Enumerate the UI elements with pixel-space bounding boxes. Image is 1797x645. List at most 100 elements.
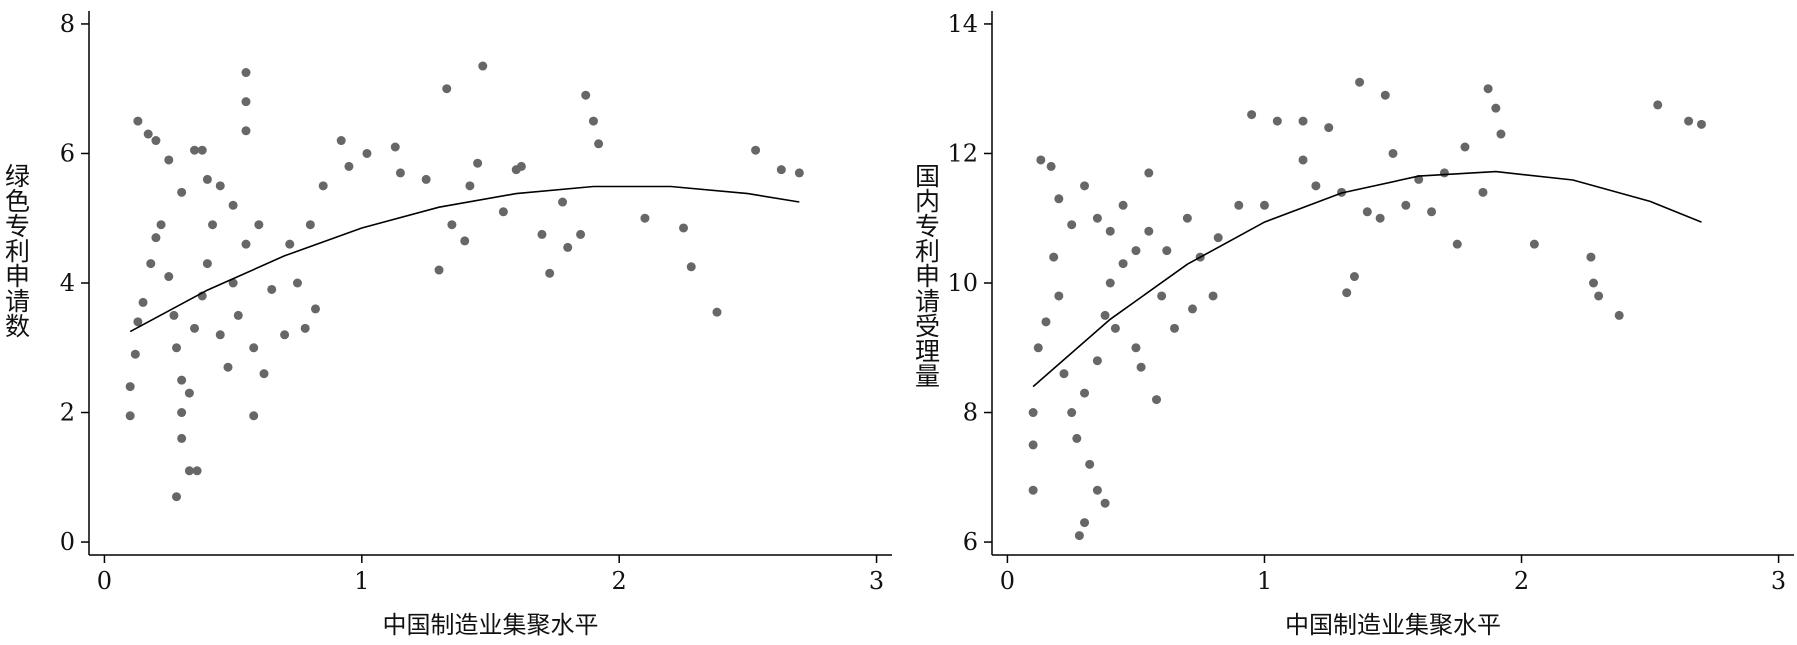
point [164, 272, 174, 282]
point [300, 323, 310, 333]
point [1105, 278, 1115, 288]
point [249, 411, 259, 421]
point [1144, 168, 1154, 178]
point [751, 145, 761, 155]
point [558, 197, 568, 207]
point [1298, 155, 1308, 165]
point [1380, 90, 1390, 100]
point [1355, 77, 1365, 87]
x-tick-label: 2 [1514, 567, 1529, 595]
point [215, 330, 225, 340]
point [344, 161, 354, 171]
point [133, 116, 143, 126]
point [208, 220, 218, 230]
point [202, 259, 212, 269]
point [1080, 518, 1090, 528]
y-tick-label: 10 [947, 269, 978, 297]
point [545, 268, 555, 278]
point [1036, 155, 1046, 165]
point [1614, 310, 1624, 320]
point [177, 408, 187, 418]
x-tick-label: 3 [1771, 567, 1786, 595]
point [172, 343, 182, 353]
point [1452, 239, 1462, 249]
point [184, 466, 194, 476]
point [1118, 200, 1128, 210]
point [581, 90, 591, 100]
point [1208, 291, 1218, 301]
point [1496, 129, 1506, 139]
point [233, 310, 243, 320]
point [1460, 142, 1470, 152]
point [1324, 123, 1334, 133]
point [1046, 161, 1056, 171]
y-tick-label: 14 [947, 10, 978, 38]
point [1213, 233, 1223, 243]
point [184, 388, 194, 398]
point [1491, 103, 1501, 113]
fit-line [1032, 170, 1702, 388]
point [1033, 343, 1043, 353]
point [362, 148, 372, 158]
point [202, 174, 212, 184]
point [192, 466, 202, 476]
point [1375, 213, 1385, 223]
point [498, 207, 508, 217]
point [1092, 485, 1102, 495]
point [133, 317, 143, 327]
point [1144, 226, 1154, 236]
point [1092, 356, 1102, 366]
y-tick-label: 4 [60, 269, 75, 297]
point [1100, 310, 1110, 320]
y-tick-label: 6 [60, 139, 75, 167]
point [125, 382, 135, 392]
x-axis-label: 中国制造业集聚水平 [383, 611, 599, 639]
y-axis-label: 国内专利申请受理量 [912, 163, 941, 388]
point [228, 200, 238, 210]
point [1041, 317, 1051, 327]
x-tick-label: 1 [1257, 567, 1272, 595]
point [1074, 531, 1084, 541]
point [1092, 213, 1102, 223]
point [563, 242, 573, 252]
point [1085, 459, 1095, 469]
point [1067, 220, 1077, 230]
point [125, 411, 135, 421]
x-tick-label: 0 [1000, 567, 1015, 595]
point [1483, 84, 1493, 94]
point [679, 223, 689, 233]
point [1298, 116, 1308, 126]
x-axis-label: 中国制造业集聚水平 [1285, 611, 1501, 639]
point [151, 233, 161, 243]
point [177, 187, 187, 197]
point [177, 375, 187, 385]
y-tick-label: 12 [947, 139, 978, 167]
point [241, 239, 251, 249]
y-tick-label: 0 [60, 528, 75, 556]
point [151, 136, 161, 146]
point [1362, 207, 1372, 217]
y-tick-label: 8 [963, 399, 978, 427]
point [390, 142, 400, 152]
point [285, 239, 295, 249]
point [336, 136, 346, 146]
point [215, 181, 225, 191]
point [1342, 288, 1352, 298]
y-tick-label: 8 [60, 10, 75, 38]
point [1478, 187, 1488, 197]
point [1067, 408, 1077, 418]
point [223, 362, 233, 372]
point [794, 168, 804, 178]
point [478, 61, 488, 71]
point [465, 181, 475, 191]
point [1118, 259, 1128, 269]
point [1028, 408, 1038, 418]
point [1586, 252, 1596, 262]
point [310, 304, 320, 314]
point [447, 220, 457, 230]
point [442, 84, 452, 94]
point [1272, 116, 1282, 126]
point [1427, 207, 1437, 217]
point [1059, 369, 1069, 379]
